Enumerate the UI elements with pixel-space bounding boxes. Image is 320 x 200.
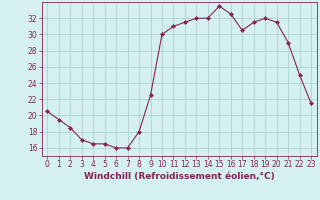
X-axis label: Windchill (Refroidissement éolien,°C): Windchill (Refroidissement éolien,°C) [84,172,275,181]
